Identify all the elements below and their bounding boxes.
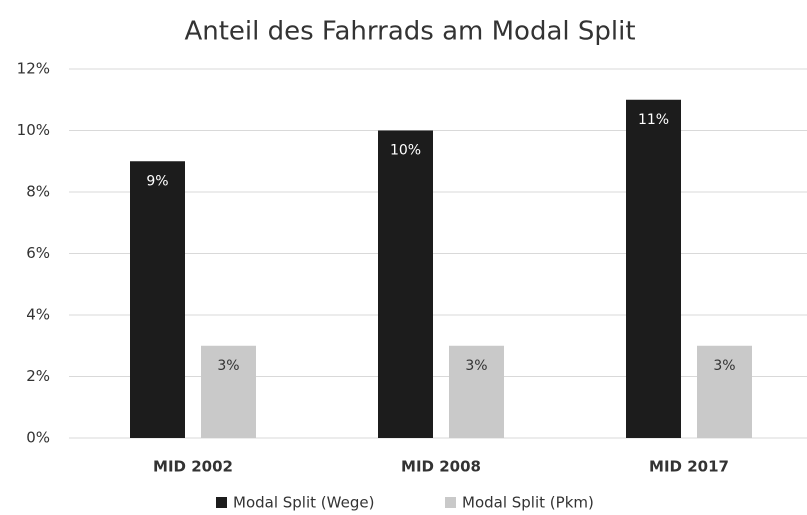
y-tick-label: 10% xyxy=(17,121,50,139)
bar xyxy=(697,345,752,438)
y-tick-label: 12% xyxy=(17,60,50,78)
chart-title: Anteil des Fahrrads am Modal Split xyxy=(184,17,635,47)
legend-swatch xyxy=(445,497,456,508)
y-tick-label: 8% xyxy=(26,183,50,201)
bar xyxy=(626,99,681,438)
data-label: 9% xyxy=(146,173,168,189)
bar xyxy=(130,161,185,438)
data-label: 11% xyxy=(638,112,669,128)
x-tick-label: MID 2017 xyxy=(649,458,729,476)
y-tick-label: 4% xyxy=(26,306,50,324)
data-label: 3% xyxy=(465,358,487,374)
bar xyxy=(378,130,433,438)
data-label: 3% xyxy=(713,358,735,374)
x-tick-label: MID 2002 xyxy=(153,458,233,476)
x-tick-label: MID 2008 xyxy=(401,458,481,476)
y-tick-label: 6% xyxy=(26,244,50,262)
legend-label: Modal Split (Wege) xyxy=(233,494,374,512)
bar xyxy=(449,345,504,438)
legend-label: Modal Split (Pkm) xyxy=(462,494,594,512)
data-label: 10% xyxy=(390,143,421,159)
y-tick-label: 2% xyxy=(26,367,50,385)
data-label: 3% xyxy=(217,358,239,374)
bar xyxy=(201,345,256,438)
legend-swatch xyxy=(216,497,227,508)
y-tick-label: 0% xyxy=(26,429,50,447)
